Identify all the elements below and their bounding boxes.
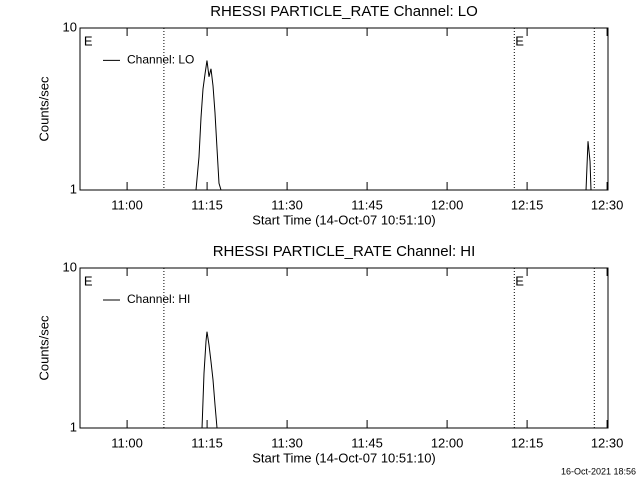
plot-frame (79, 27, 609, 191)
y-tick-label: 1 (70, 419, 77, 434)
y-tick-label: 10 (63, 259, 77, 274)
x-tick-label: 11:00 (111, 197, 143, 212)
y-axis-label: Counts/sec (36, 315, 51, 381)
x-tick-label: 11:15 (191, 435, 223, 450)
x-tick-label: 11:30 (271, 435, 303, 450)
y-axis-label: Counts/sec (36, 76, 51, 142)
event-marker: E (84, 273, 93, 288)
x-axis-label: Start Time (14-Oct-07 10:51:10) (252, 450, 436, 465)
series-line (195, 60, 592, 191)
x-tick-label: 11:30 (271, 197, 303, 212)
legend-label: Channel: HI (127, 292, 190, 306)
x-tick-label: 11:00 (111, 435, 143, 450)
x-tick-label: 11:15 (191, 197, 223, 212)
x-tick-label: 12:15 (511, 197, 544, 212)
chart-title: RHESSI PARTICLE_RATE Channel: LO (210, 3, 478, 20)
plot-frame (79, 267, 609, 429)
x-axis-label: Start Time (14-Oct-07 10:51:10) (252, 212, 436, 227)
event-marker: E (515, 273, 524, 288)
event-marker: E (84, 33, 93, 48)
chart-title: RHESSI PARTICLE_RATE Channel: HI (213, 243, 476, 260)
series-line (201, 331, 218, 429)
timestamp: 16-Oct-2021 18:56 (561, 466, 636, 476)
x-tick-label: 12:30 (591, 197, 624, 212)
x-tick-label: 12:00 (431, 435, 464, 450)
x-tick-label: 12:30 (591, 435, 624, 450)
x-tick-label: 12:15 (511, 435, 544, 450)
legend-label: Channel: LO (127, 53, 194, 67)
y-tick-label: 1 (70, 181, 77, 196)
x-tick-label: 11:45 (351, 435, 383, 450)
y-tick-label: 10 (63, 19, 77, 34)
x-tick-label: 11:45 (351, 197, 383, 212)
x-tick-label: 12:00 (431, 197, 464, 212)
event-marker: E (515, 33, 524, 48)
